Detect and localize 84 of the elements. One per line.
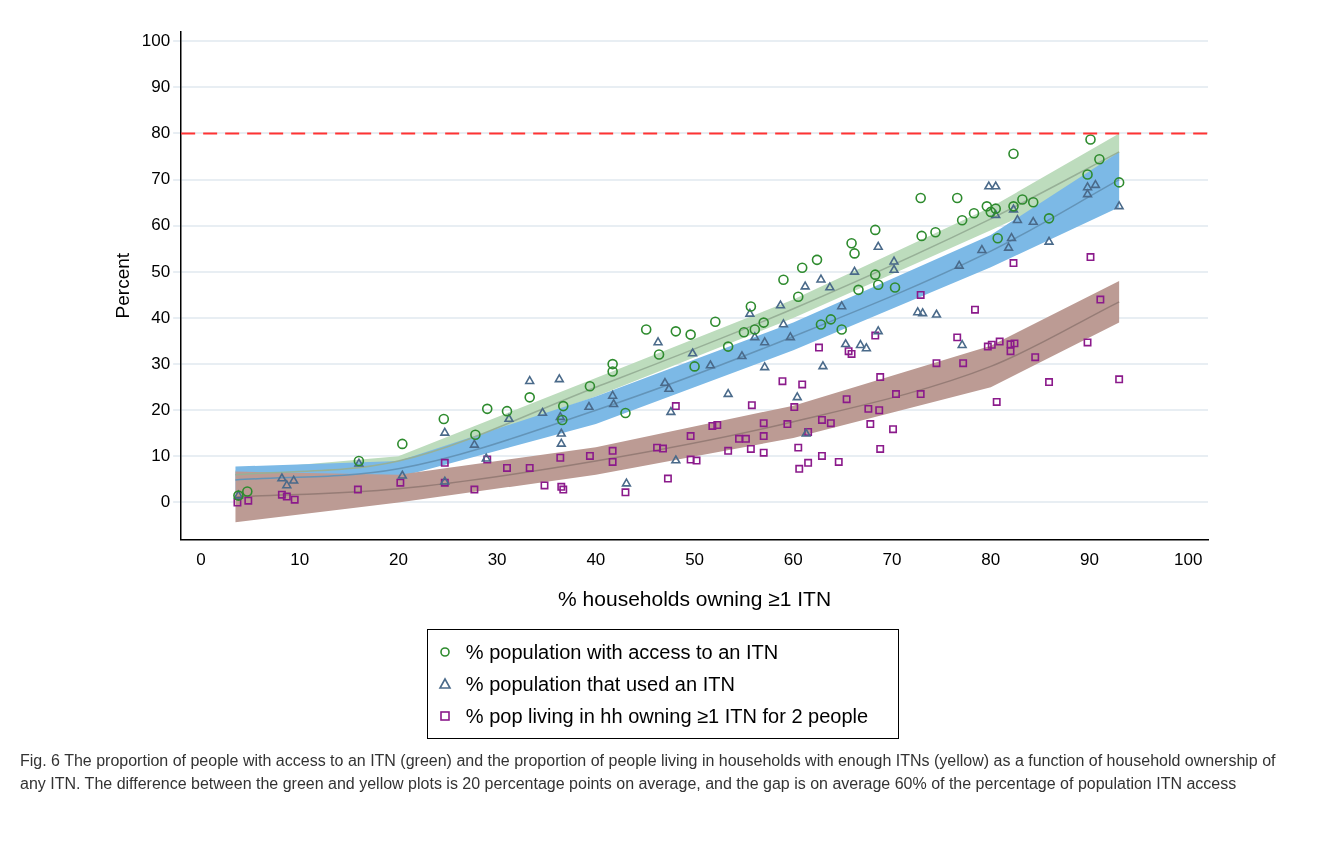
point [1017,194,1028,205]
point [825,314,837,325]
point [869,224,881,236]
y-tick-label: 90 [151,77,171,97]
x-tick-label: 20 [388,550,408,570]
point [992,232,1003,244]
point [1085,134,1096,145]
point [853,284,864,296]
point [689,361,700,372]
legend-label: % population that used an ITN [465,672,735,697]
point [620,407,631,419]
x-tick-label: 0 [196,550,206,570]
point [685,329,696,340]
x-tick-label: 80 [981,550,1001,570]
point [849,248,860,259]
legend-label: % population with access to an ITN [465,640,779,665]
point [1094,154,1105,165]
y-tick-label: 10 [151,446,171,466]
point [1027,196,1039,208]
point [1082,169,1093,180]
point [710,316,721,327]
point [869,269,881,280]
y-tick-label: 100 [141,30,171,50]
point [981,201,993,212]
x-tick-label: 50 [685,550,705,570]
point [242,486,253,497]
point [758,317,769,328]
point [915,192,926,204]
point [584,380,596,392]
point [846,237,857,249]
point [951,192,963,204]
x-tick-label: 90 [1080,550,1099,570]
point [796,262,808,274]
point [749,324,761,335]
point [990,203,1002,214]
y-tick-label: 50 [151,261,171,281]
x-tick-label: 40 [586,550,606,570]
x-tick-label: 10 [290,550,310,570]
point [1008,148,1019,160]
point [607,358,618,370]
point [501,405,513,417]
point [653,349,665,360]
point [1043,213,1055,224]
point [778,274,789,285]
caption: Fig. 6 The proportion of people with access to an ITN (green) and the proportion of people living in households with enough ITNs (yellow) as a function of household ownership of any ITN. The difference between the green and yellow plots is 20 percentage points on average, and the gap is on average 60% of the percentage of population ITN access [19,751,1277,794]
point [524,392,535,403]
legend-label: % pop living in hh owning ≥1 ITN for 2 people [465,704,869,729]
point [438,413,450,425]
point [930,226,941,238]
point [557,400,569,412]
point [985,206,997,218]
point [815,319,827,330]
y-tick-label: 20 [151,399,171,419]
y-tick-label: 70 [151,169,171,189]
point [738,326,750,338]
point [872,279,884,291]
point [556,414,568,426]
point [470,429,481,440]
y-tick-label: 80 [151,123,171,143]
point [745,301,757,312]
x-tick-label: 70 [882,550,902,570]
point [968,207,980,219]
y-axis-title: Percent [111,252,133,319]
point [722,341,734,352]
point [670,326,682,337]
y-tick-label: 0 [160,492,171,512]
x-tick-label: 100 [1174,550,1203,570]
point [916,230,927,242]
point [889,282,901,293]
x-tick-label: 30 [487,550,507,570]
y-tick-label: 40 [151,307,171,327]
point [956,214,968,226]
point [607,366,618,377]
point [397,438,408,450]
x-tick-label: 60 [783,550,803,570]
x-axis-title: % households owning ≥1 ITN [558,587,832,611]
y-tick-label: 60 [151,215,171,235]
point [481,403,493,415]
point [836,324,847,335]
point [811,254,823,266]
y-tick-label: 30 [151,353,171,373]
point [792,291,804,303]
point [640,324,652,335]
point [1113,177,1125,188]
